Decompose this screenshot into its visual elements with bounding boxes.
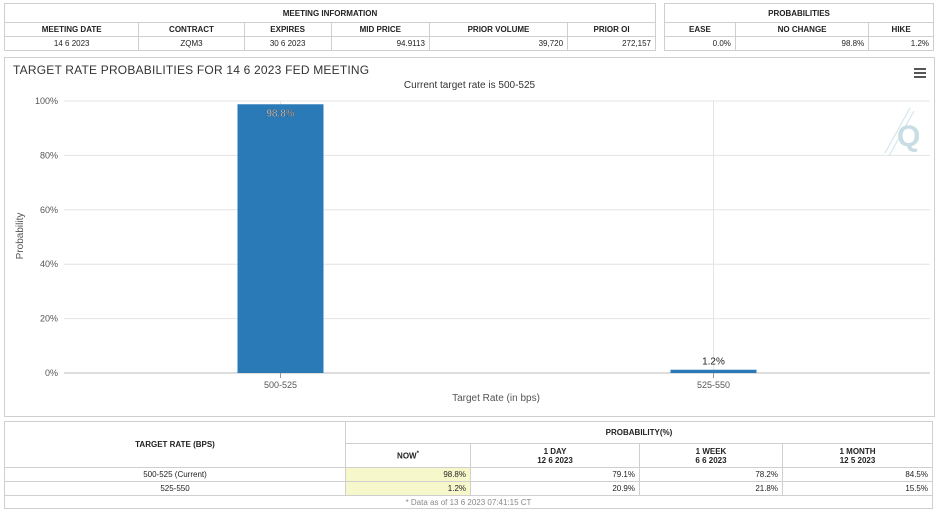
contract-value: ZQM3 xyxy=(138,36,245,51)
bars: 98.8% 1.2% xyxy=(237,104,757,373)
rate-cell: 525-550 xyxy=(4,481,346,496)
col-1-day-date: 12 6 2023 xyxy=(537,455,573,465)
data-timestamp-footnote: * Data as of 13 6 2023 07:41:15 CT xyxy=(4,495,933,509)
y-tick-label: 0% xyxy=(45,368,58,378)
chart-title: TARGET RATE PROBABILITIES FOR 14 6 2023 … xyxy=(13,63,370,77)
axes: 0% 20% 40% 60% 80% 100% 500-525 525-550 xyxy=(35,96,730,390)
y-tick-label: 80% xyxy=(40,150,58,160)
target-rate-header: TARGET RATE (BPS) xyxy=(4,421,346,468)
grid-lines xyxy=(64,100,930,374)
col-expires: EXPIRES xyxy=(243,22,332,37)
x-tick-label: 500-525 xyxy=(264,380,297,390)
one-week-value: 21.8% xyxy=(639,481,783,496)
chart-panel: TARGET RATE PROBABILITIES FOR 14 6 2023 … xyxy=(4,57,935,417)
table-row: 14 6 2023 ZQM3 30 6 2023 94.9113 39,720 … xyxy=(3,36,656,51)
col-1-month-label: 1 MONTH xyxy=(839,446,876,456)
col-contract: CONTRACT xyxy=(138,22,245,37)
col-meeting-date: MEETING DATE xyxy=(3,22,140,37)
data-label: 98.8% xyxy=(266,108,294,119)
col-1-week-label: 1 WEEK xyxy=(695,446,727,456)
col-1-day: 1 DAY 12 6 2023 xyxy=(470,443,640,468)
col-prior-oi: PRIOR OI xyxy=(567,22,656,37)
col-1-month-date: 12 5 2023 xyxy=(839,455,876,465)
prior-oi-value: 272,157 xyxy=(567,36,656,51)
now-value: 1.2% xyxy=(345,481,471,496)
watermark-q-icon: Q xyxy=(884,107,920,157)
bar[interactable] xyxy=(237,104,324,373)
rate-cell: 500-525 (Current) xyxy=(4,467,346,482)
meeting-info-table: MEETING INFORMATION MEETING DATE CONTRAC… xyxy=(3,3,656,51)
col-now-marker: * xyxy=(416,450,419,457)
bar-chart: Q 0% 20% 40% 60% 80% 100% 500-525 525-550 98.8%… xyxy=(15,96,930,404)
col-1-week-date: 6 6 2023 xyxy=(695,455,727,465)
col-ease: EASE xyxy=(664,22,736,37)
y-tick-label: 20% xyxy=(40,314,58,324)
meeting-info-header: MEETING INFORMATION xyxy=(4,3,656,23)
table-row: 0.0% 98.8% 1.2% xyxy=(664,36,934,51)
table-row: 525-550 1.2% 20.9% 21.8% 15.5% xyxy=(4,481,933,496)
svg-text:Q: Q xyxy=(897,120,920,153)
mid-price-value: 94.9113 xyxy=(330,36,430,51)
probability-header: PROBABILITY(%) xyxy=(345,421,933,444)
no-change-value: 98.8% xyxy=(734,36,870,51)
target-rate-table: TARGET RATE (BPS) PROBABILITY(%) NOW* 1 … xyxy=(4,421,933,509)
col-hike: HIKE xyxy=(868,22,934,37)
col-1-month: 1 MONTH 12 5 2023 xyxy=(782,443,933,468)
col-no-change: NO CHANGE xyxy=(734,22,870,37)
probabilities-table: PROBABILITIES EASE NO CHANGE HIKE 0.0% 9… xyxy=(664,3,934,51)
one-day-value: 79.1% xyxy=(470,467,640,482)
y-tick-label: 100% xyxy=(35,96,58,106)
x-axis-label: Target Rate (in bps) xyxy=(452,393,540,404)
col-1-day-label: 1 DAY xyxy=(543,446,567,456)
probabilities-header: PROBABILITIES xyxy=(664,3,934,23)
y-tick-label: 60% xyxy=(40,205,58,215)
hamburger-menu-icon[interactable] xyxy=(914,68,926,78)
one-month-value: 84.5% xyxy=(782,467,933,482)
prior-volume-value: 39,720 xyxy=(428,36,569,51)
y-axis-label: Probability xyxy=(15,213,26,260)
col-now: NOW* xyxy=(345,443,471,468)
data-label: 1.2% xyxy=(702,357,725,368)
table-row: 500-525 (Current) 98.8% 79.1% 78.2% 84.5… xyxy=(4,467,933,482)
expires-value: 30 6 2023 xyxy=(243,36,332,51)
now-value: 98.8% xyxy=(345,467,471,482)
chart-subtitle: Current target rate is 500-525 xyxy=(403,80,536,91)
ease-value: 0.0% xyxy=(664,36,736,51)
hike-value: 1.2% xyxy=(868,36,934,51)
one-week-value: 78.2% xyxy=(639,467,783,482)
one-month-value: 15.5% xyxy=(782,481,933,496)
bar[interactable] xyxy=(670,369,757,373)
one-day-value: 20.9% xyxy=(470,481,640,496)
col-now-label: NOW xyxy=(397,451,417,461)
col-mid-price: MID PRICE xyxy=(330,22,430,37)
meeting-date-value: 14 6 2023 xyxy=(3,36,140,51)
col-1-week: 1 WEEK 6 6 2023 xyxy=(639,443,783,468)
y-tick-label: 40% xyxy=(40,259,58,269)
col-prior-volume: PRIOR VOLUME xyxy=(428,22,569,37)
x-tick-label: 525-550 xyxy=(697,380,730,390)
